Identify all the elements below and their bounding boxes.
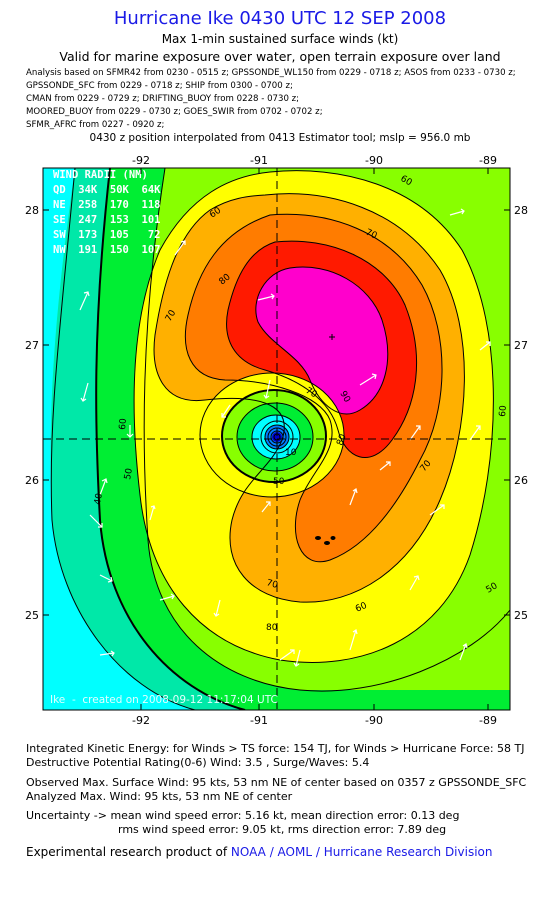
- wind-radii-row: SE 247 153 101: [53, 214, 160, 226]
- contour-lines: [50, 168, 510, 710]
- contour-label: 80: [335, 433, 348, 447]
- lon-tick-label: -92: [132, 714, 150, 727]
- contour-label: 70: [265, 578, 279, 591]
- contour-label: 70: [364, 228, 379, 242]
- credit-prefix: Experimental research product of: [26, 845, 231, 859]
- wind-radii-row: SW 173 105 72: [53, 229, 160, 241]
- band-magenta: [255, 267, 388, 414]
- contour-label: 60: [354, 601, 369, 615]
- hrd-link[interactable]: NOAA / AOML / Hurricane Research Divisio…: [230, 845, 493, 859]
- contour-label: 10: [285, 448, 297, 458]
- uncertainty-line: Uncertainty -> mean wind speed error: 5.…: [26, 809, 460, 822]
- lat-tick-label: 26: [25, 474, 39, 487]
- ike-line: Integrated Kinetic Energy: for Winds > T…: [26, 742, 525, 755]
- source-line: SFMR_AFRC from 0227 - 0920 z;: [26, 120, 165, 130]
- credit-line: Experimental research product of NOAA / …: [26, 845, 492, 859]
- lat-labels: 28 27 26 25 28 27 26 25: [25, 204, 528, 622]
- lon-tick-label: -89: [479, 154, 497, 167]
- analyzed-max-line: Analyzed Max. Wind: 95 kts, 53 nm NE of …: [26, 790, 293, 803]
- wind-vectors: [79, 208, 491, 667]
- axis-ticks: [43, 168, 510, 710]
- subtitle: Max 1-min sustained surface winds (kt): [161, 32, 399, 46]
- source-line: GPSSONDE_SFC from 0229 - 0718 z; SHIP fr…: [26, 81, 293, 91]
- lon-tick-label: -91: [250, 154, 268, 167]
- source-line: MOORED_BUOY from 0229 - 0730 z; GOES_SWI…: [26, 107, 323, 117]
- contour-label: 50: [273, 477, 285, 487]
- max-wind-marker: [329, 334, 335, 340]
- position-note: 0430 z position interpolated from 0413 E…: [89, 132, 471, 144]
- lon-labels: -92 -91 -90 -89 -92 -91 -90 -89: [132, 154, 497, 727]
- uncertainty-rms-line: rms wind speed error: 9.05 kt, rms direc…: [118, 823, 447, 836]
- dpr-line: Destructive Potential Rating(0-6) Wind: …: [26, 756, 370, 769]
- wind-radii-header: QD 34K 50K 64K: [53, 184, 161, 196]
- lat-tick-label: 25: [25, 609, 39, 622]
- wind-radii-title: WIND RADII (NM): [53, 169, 148, 181]
- wind-radii-row: NW 191 150 107: [53, 244, 160, 256]
- source-line: CMAN from 0229 - 0729 z; DRIFTING_BUOY f…: [26, 94, 300, 104]
- lat-tick-label: 27: [25, 339, 39, 352]
- lat-tick-label: 27: [514, 339, 528, 352]
- plot-frame: [42, 167, 511, 711]
- wind-map: 10 40 50 50 50 60 60 60 60 60 70 70 70 7…: [25, 154, 528, 727]
- subtitle-validity: Valid for marine exposure over water, op…: [59, 49, 501, 64]
- contour-label: 50: [123, 467, 135, 480]
- wind-radii-row: NE 258 170 118: [53, 199, 160, 211]
- lon-tick-label: -91: [250, 714, 268, 727]
- wind-radii-box: WIND RADII (NM) QD 34K 50K 64K NE 258 17…: [53, 169, 161, 256]
- contour-label: 60: [118, 418, 129, 431]
- lat-tick-label: 26: [514, 474, 528, 487]
- lat-tick-label: 25: [514, 609, 528, 622]
- lon-tick-label: -92: [132, 154, 150, 167]
- page-title: Hurricane Ike 0430 UTC 12 SEP 2008: [113, 8, 447, 29]
- contour-label: 80: [266, 623, 278, 633]
- lat-tick-label: 28: [514, 204, 528, 217]
- observed-max-line: Observed Max. Surface Wind: 95 kts, 53 n…: [26, 776, 527, 789]
- contour-label: 60: [498, 405, 509, 418]
- lat-tick-label: 28: [25, 204, 39, 217]
- wind-field: 10 40 50 50 50 60 60 60 60 60 70 70 70 7…: [43, 168, 510, 710]
- lon-tick-label: -90: [365, 154, 383, 167]
- lon-tick-label: -89: [479, 714, 497, 727]
- small-features: [315, 536, 336, 545]
- contour-label: 40: [93, 492, 105, 505]
- map-credit: Ike - created on 2008-09-12 11:17:04 UTC: [50, 694, 278, 706]
- source-line: Analysis based on SFMR42 from 0230 - 051…: [26, 68, 516, 78]
- lon-tick-label: -90: [365, 714, 383, 727]
